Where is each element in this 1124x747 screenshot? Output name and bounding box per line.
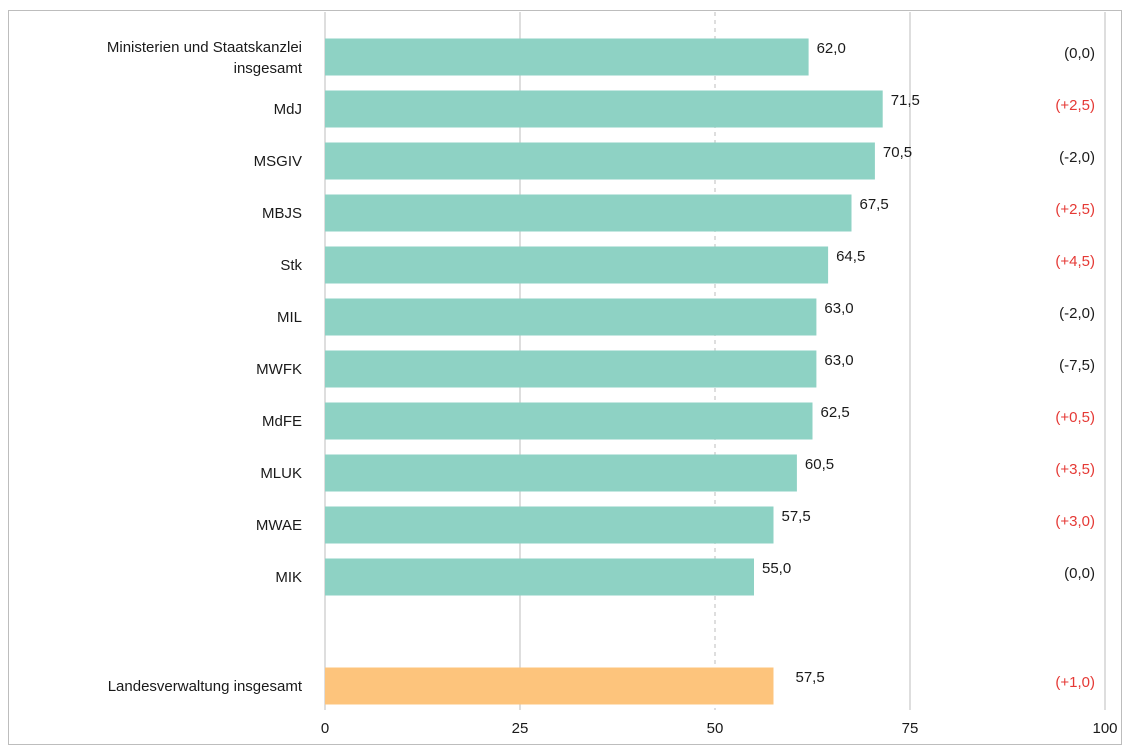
change-label: (+1,0): [1055, 674, 1095, 691]
value-label: 71,5: [891, 92, 920, 109]
category-label: MIK: [275, 569, 302, 586]
highlighted-bar: [325, 667, 774, 705]
value-label: 63,0: [824, 300, 853, 317]
category-label: MWAE: [256, 517, 302, 534]
bar: [325, 454, 797, 492]
change-label: (-2,0): [1059, 305, 1095, 322]
category-label: Landesverwaltung insgesamt: [108, 678, 303, 695]
bar: [325, 194, 852, 232]
bar: [325, 246, 829, 284]
change-label: (+3,0): [1055, 513, 1095, 530]
value-label: 70,5: [883, 144, 912, 161]
bar: [325, 38, 809, 76]
change-label: (0,0): [1064, 565, 1095, 582]
chart-frame: [8, 10, 1122, 745]
value-label: 62,0: [817, 40, 846, 57]
category-label: MLUK: [260, 465, 302, 482]
bar: [325, 506, 774, 544]
x-tick-label: 0: [321, 720, 329, 737]
bar: [325, 558, 754, 596]
bar: [325, 350, 817, 388]
category-label: MWFK: [256, 361, 302, 378]
bar: [325, 402, 813, 440]
change-label: (+0,5): [1055, 409, 1095, 426]
value-label: 67,5: [860, 196, 889, 213]
x-tick-label: 50: [707, 720, 724, 737]
x-tick-label: 25: [512, 720, 529, 737]
category-label: MdJ: [274, 101, 302, 118]
category-label: MBJS: [262, 205, 302, 222]
category-label-line: insgesamt: [234, 60, 303, 77]
category-label: MdFE: [262, 413, 302, 430]
category-label: MSGIV: [254, 153, 302, 170]
value-label: 60,5: [805, 456, 834, 473]
change-label: (0,0): [1064, 45, 1095, 62]
x-tick-label: 100: [1092, 720, 1117, 737]
category-label: Stk: [280, 257, 302, 274]
change-label: (-7,5): [1059, 357, 1095, 374]
x-tick-label: 75: [902, 720, 919, 737]
category-label: Ministerien und Staatskanzlei insgesamt: [107, 39, 303, 77]
value-label: 57,5: [782, 508, 811, 525]
change-label: (+2,5): [1055, 201, 1095, 218]
value-label: 55,0: [762, 560, 791, 577]
category-label: MIL: [277, 309, 302, 326]
change-label: (+3,5): [1055, 461, 1095, 478]
category-label-line: Ministerien und Staatskanzlei: [107, 39, 302, 56]
bar: [325, 298, 817, 336]
value-label: 57,5: [796, 669, 825, 686]
change-label: (+4,5): [1055, 253, 1095, 270]
change-label: (+2,5): [1055, 97, 1095, 114]
value-label: 64,5: [836, 248, 865, 265]
change-label: (-2,0): [1059, 149, 1095, 166]
value-label: 63,0: [824, 352, 853, 369]
bar: [325, 142, 875, 180]
value-label: 62,5: [821, 404, 850, 421]
bar: [325, 90, 883, 128]
